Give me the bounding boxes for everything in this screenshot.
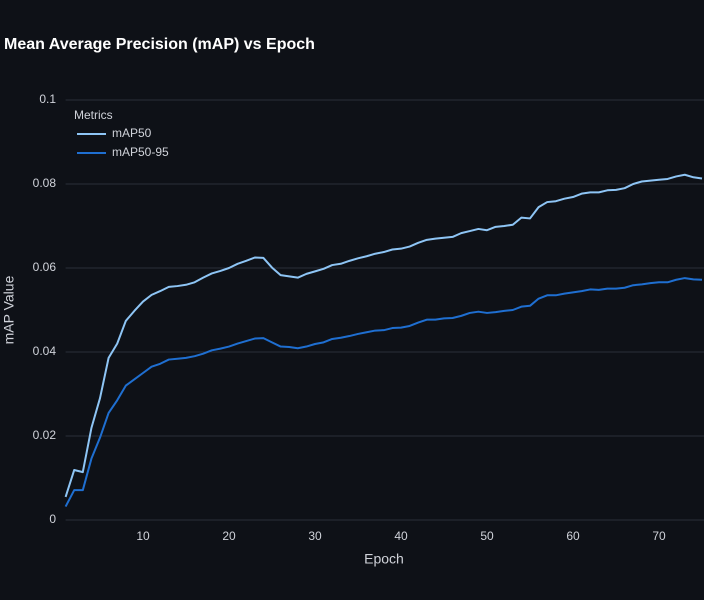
legend-title: Metrics [74, 108, 113, 122]
x-tick-label: 50 [480, 529, 494, 543]
y-tick-label: 0.08 [33, 176, 57, 190]
chart-title: Mean Average Precision (mAP) vs Epoch [4, 36, 315, 53]
series-line [64, 173, 703, 498]
x-tick-label: 70 [652, 529, 666, 543]
y-axis-title: mAP Value [1, 275, 17, 344]
series-line [64, 277, 703, 508]
y-tick-label: 0.02 [33, 428, 57, 442]
x-tick-label: 10 [136, 529, 150, 543]
legend-label: mAP50-95 [112, 145, 169, 159]
y-tick-label: 0.06 [33, 260, 57, 274]
x-tick-label: 60 [566, 529, 580, 543]
x-tick-label: 20 [222, 529, 236, 543]
x-axis-title: Epoch [364, 551, 404, 567]
y-tick-label: 0.04 [33, 344, 57, 358]
y-tick-label: 0.1 [39, 92, 56, 106]
legend-label: mAP50 [112, 126, 152, 140]
x-tick-label: 30 [308, 529, 322, 543]
x-tick-label: 40 [394, 529, 408, 543]
y-tick-label: 0 [49, 512, 56, 526]
